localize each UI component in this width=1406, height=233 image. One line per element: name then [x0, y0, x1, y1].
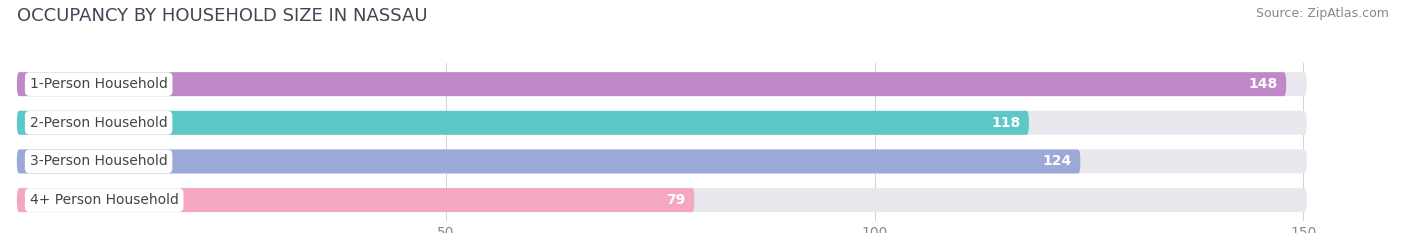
Text: OCCUPANCY BY HOUSEHOLD SIZE IN NASSAU: OCCUPANCY BY HOUSEHOLD SIZE IN NASSAU	[17, 7, 427, 25]
Text: 3-Person Household: 3-Person Household	[30, 154, 167, 168]
Text: 118: 118	[991, 116, 1021, 130]
Text: 2-Person Household: 2-Person Household	[30, 116, 167, 130]
FancyBboxPatch shape	[17, 72, 1306, 96]
FancyBboxPatch shape	[17, 111, 1306, 135]
FancyBboxPatch shape	[17, 150, 1080, 173]
FancyBboxPatch shape	[17, 188, 695, 212]
Text: 1-Person Household: 1-Person Household	[30, 77, 167, 91]
Text: Source: ZipAtlas.com: Source: ZipAtlas.com	[1256, 7, 1389, 20]
FancyBboxPatch shape	[17, 111, 1029, 135]
Text: 4+ Person Household: 4+ Person Household	[30, 193, 179, 207]
Text: 79: 79	[666, 193, 686, 207]
FancyBboxPatch shape	[17, 72, 1286, 96]
Text: 124: 124	[1042, 154, 1071, 168]
Text: 148: 148	[1249, 77, 1278, 91]
FancyBboxPatch shape	[17, 188, 1306, 212]
FancyBboxPatch shape	[17, 150, 1306, 173]
